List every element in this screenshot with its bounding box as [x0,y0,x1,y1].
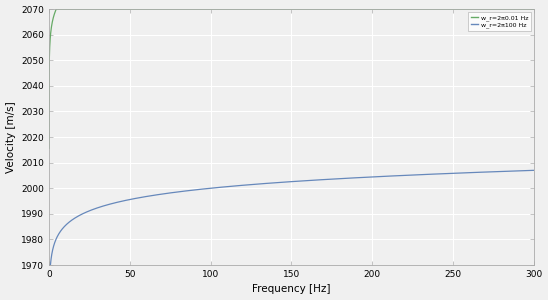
Legend: w_r=2π0.01 Hz, w_r=2π100 Hz: w_r=2π0.01 Hz, w_r=2π100 Hz [468,12,530,31]
X-axis label: Frequency [Hz]: Frequency [Hz] [252,284,330,294]
Y-axis label: Velocity [m/s]: Velocity [m/s] [5,101,15,173]
